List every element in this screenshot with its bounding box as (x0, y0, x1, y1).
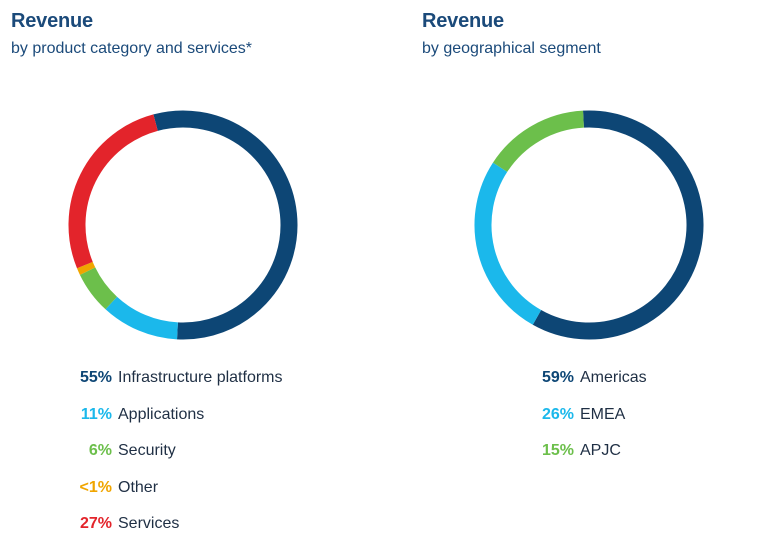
legend-percent: 26% (541, 405, 574, 423)
donut-segment-applications (105, 296, 179, 340)
legend-percent: 15% (541, 442, 574, 459)
legend-item-security: 6% Security (0, 433, 380, 469)
legend-label: EMEA (580, 405, 626, 423)
legend-label: Other (118, 478, 159, 496)
chart-subtitle: by product category and services* (11, 40, 253, 57)
legend-percent: 6% (88, 442, 112, 459)
legend-percent: 59% (541, 369, 574, 386)
legend-item-americas: 59% Americas (411, 360, 780, 396)
legend-item-infrastructure-platforms: 55% Infrastructure platforms (0, 360, 380, 396)
legend-label: Services (118, 515, 180, 532)
legend-label: Infrastructure platforms (118, 369, 283, 386)
chart-title: Revenue (11, 10, 93, 32)
legend-percent: 55% (79, 369, 112, 386)
legend-label: APJC (580, 442, 621, 459)
chart-title: Revenue (422, 10, 504, 32)
legend-percent: 27% (79, 515, 112, 532)
legend-item-apjc: 15% APJC (411, 433, 780, 469)
legend-label: Americas (580, 369, 647, 386)
chart-subtitle: by geographical segment (422, 40, 601, 57)
legend-item-applications: 11% Applications (0, 397, 380, 433)
legend-item-other: <1% Other (0, 470, 380, 506)
legend-item-services: 27% Services (0, 506, 380, 542)
legend-percent: 11% (80, 405, 112, 423)
donut-segment-services (68, 114, 158, 269)
donut-segment-security (79, 267, 118, 310)
donut-segment-apjc (492, 110, 585, 173)
legend-label: Security (118, 442, 176, 459)
legend-item-emea: 26% EMEA (411, 397, 780, 433)
donut-segment-other (76, 261, 96, 275)
donut-segment-americas (532, 110, 704, 340)
donut-chart (68, 110, 298, 340)
legend-label: Applications (118, 405, 205, 423)
donut-segment-emea (474, 162, 542, 325)
geography-revenue-chart: Revenue by geographical segment 59% Ameri… (411, 0, 780, 549)
donut-chart (474, 110, 704, 340)
donut-segment-infrastructure-platforms (153, 110, 298, 340)
product-revenue-chart: Revenue by product category and services… (0, 0, 380, 549)
legend-percent: <1% (79, 478, 112, 496)
